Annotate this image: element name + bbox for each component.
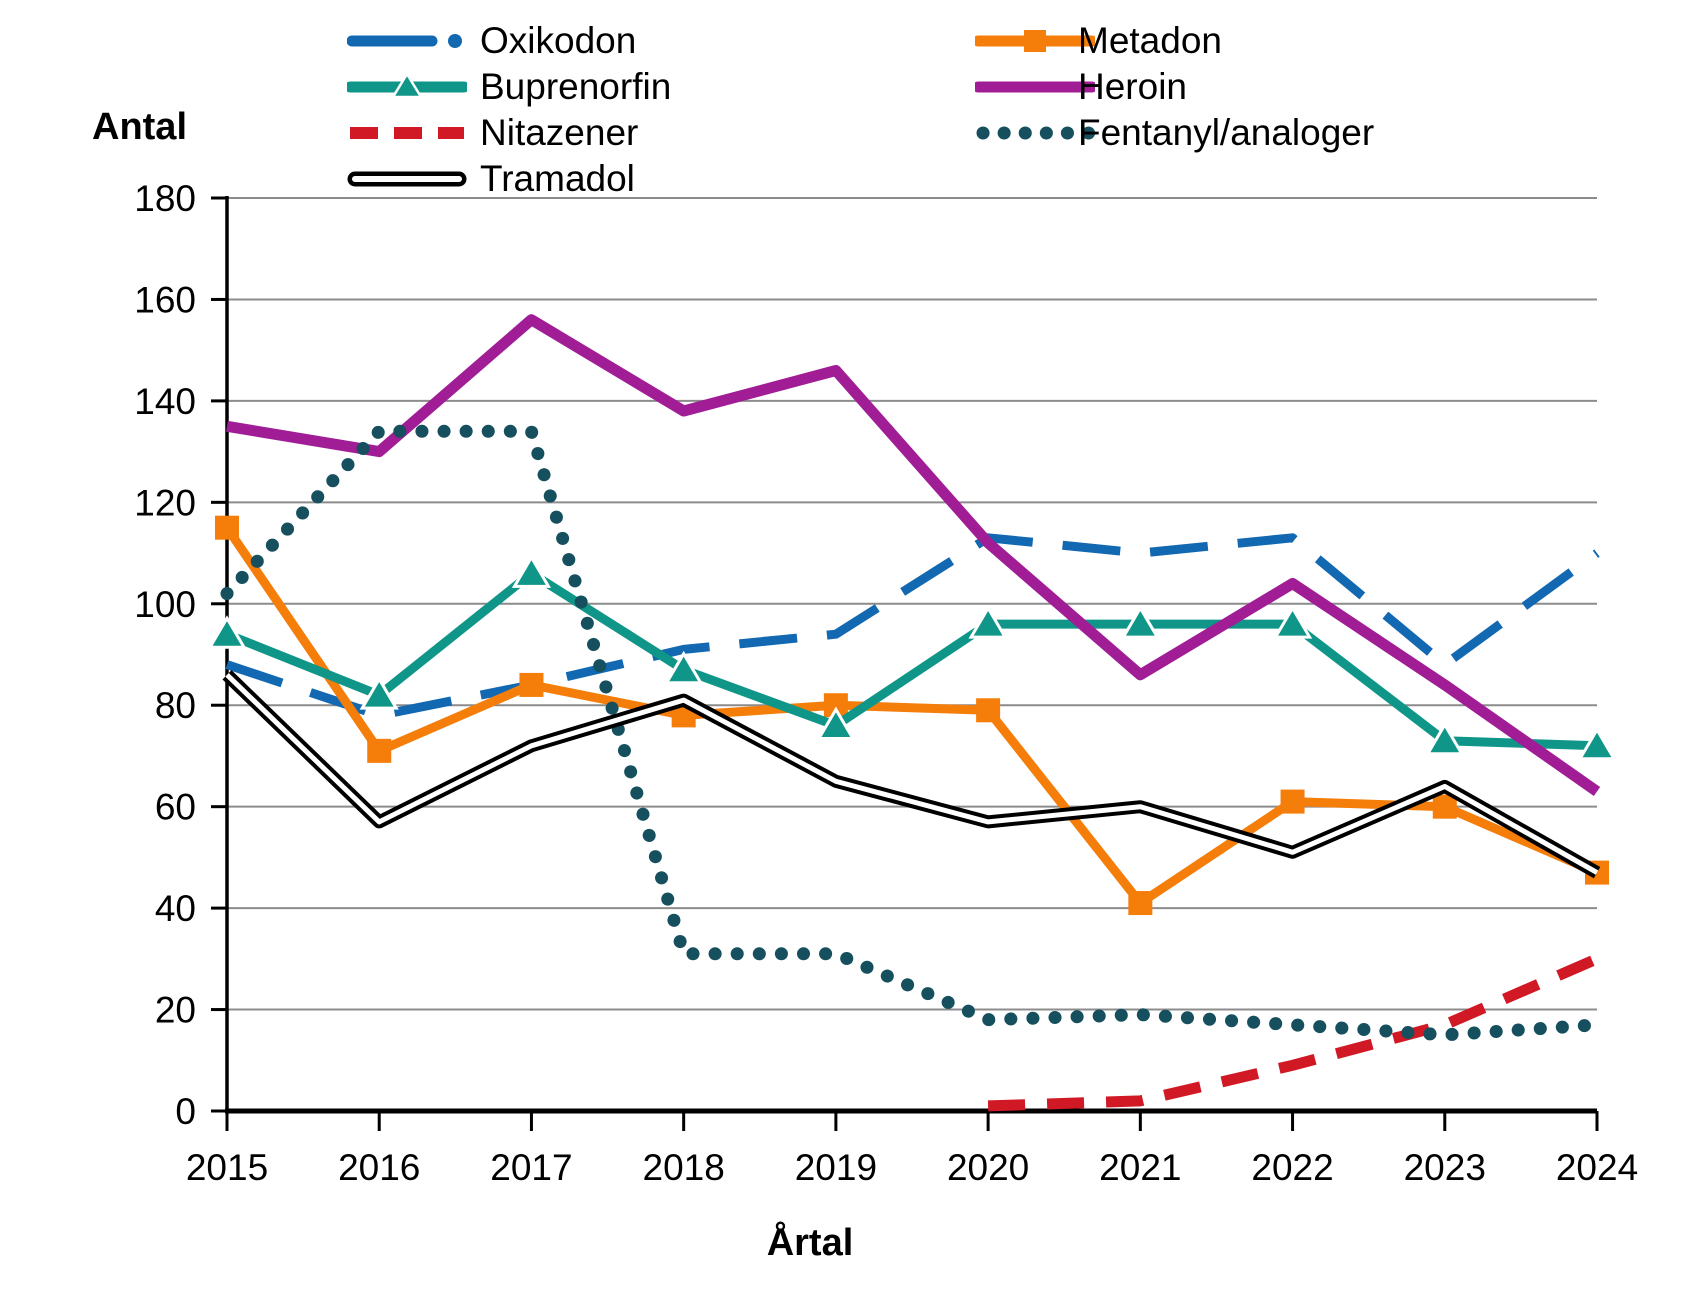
legend-item-buprenorfin: Buprenorfin: [347, 64, 671, 110]
marker-triangle-buprenorfin: [1120, 605, 1160, 639]
marker-triangle-buprenorfin: [207, 615, 247, 649]
y-tick-label: 20: [155, 990, 196, 1031]
marker-triangle-buprenorfin: [968, 605, 1008, 639]
legend-label-metadon: Metadon: [1078, 20, 1222, 61]
y-tick-label: 140: [134, 381, 196, 422]
x-tick-label: 2019: [795, 1147, 877, 1188]
legend-swatch-tramadol: [347, 171, 467, 187]
x-tick-label: 2023: [1404, 1147, 1486, 1188]
y-tick-label: 100: [134, 584, 196, 625]
y-tick-label: 80: [155, 685, 196, 726]
y-tick-label: 180: [134, 178, 196, 219]
x-tick-label: 2021: [1099, 1147, 1181, 1188]
marker-triangle-buprenorfin: [359, 676, 399, 710]
marker-square-metadon: [976, 698, 1001, 723]
legend-label-heroin: Heroin: [1078, 66, 1187, 107]
series-line-metadon: [223, 525, 1599, 908]
legend-item-nitazener: Nitazener: [347, 110, 638, 156]
y-tick-label: 160: [134, 279, 196, 320]
y-tick-label: 0: [175, 1091, 196, 1132]
x-tick-label: 2015: [186, 1147, 268, 1188]
legend-label-tramadol: Tramadol: [480, 158, 635, 199]
legend-label-fentanyl-analoger: Fentanyl/analoger: [1078, 112, 1375, 153]
series-line-buprenorfin: [225, 568, 1598, 751]
series-line-inner-tramadol: [225, 673, 1599, 875]
legend-swatch-fentanyl-analoger: [976, 126, 1095, 140]
legend-item-oxikodon: Oxikodon: [347, 18, 636, 64]
y-tick-label: 120: [134, 482, 196, 523]
legend-item-heroin: Heroin: [975, 64, 1187, 110]
marker-triangle-buprenorfin: [816, 706, 856, 741]
legend-swatch-heroin: [975, 81, 1095, 93]
marker-square-metadon: [1280, 789, 1305, 814]
series-line-oxikodon: [225, 533, 1600, 720]
x-tick-label: 2024: [1556, 1147, 1638, 1188]
marker-triangle-buprenorfin: [511, 554, 552, 588]
y-tick-label: 60: [155, 787, 196, 828]
x-tick-label: 2016: [338, 1147, 420, 1188]
marker-square-metadon: [367, 738, 392, 763]
marker-triangle-buprenorfin: [664, 650, 704, 685]
legend-swatch-oxikodon: [347, 34, 462, 48]
series-line-fentanyl-analoger: [220, 424, 1604, 1042]
marker-triangle-buprenorfin: [1272, 605, 1313, 639]
x-tick-label: 2022: [1251, 1147, 1333, 1188]
legend-item-metadon: Metadon: [975, 18, 1222, 64]
series-line-heroin: [226, 314, 1601, 797]
marker-triangle-buprenorfin: [1577, 726, 1617, 761]
x-tick-label: 2017: [490, 1147, 572, 1188]
marker-square-metadon: [519, 672, 544, 697]
legend-swatch-nitazener: [350, 127, 464, 139]
legend-swatch-buprenorfin: [347, 71, 467, 99]
legend-item-fentanyl-analoger: Fentanyl/analoger: [975, 110, 1374, 156]
marker-square-metadon: [1128, 891, 1153, 916]
legend-label-buprenorfin: Buprenorfin: [480, 66, 672, 107]
legend-label-oxikodon: Oxikodon: [480, 20, 637, 61]
y-tick-label: 40: [155, 888, 196, 929]
marker-square-metadon: [215, 515, 239, 540]
marker-square-metadon: [1432, 794, 1457, 819]
chart-legend: Oxikodon Buprenorfin Nitazener Tramadol Met…: [0, 0, 1689, 210]
x-axis-title: Årtal: [766, 1222, 854, 1264]
marker-triangle-buprenorfin: [1425, 721, 1465, 756]
legend-label-nitazener: Nitazener: [480, 112, 639, 153]
x-tick-label: 2020: [947, 1147, 1029, 1188]
x-tick-label: 2018: [643, 1147, 725, 1188]
legend-item-tramadol: Tramadol: [347, 156, 635, 202]
y-axis-title: Antal: [92, 106, 187, 148]
series-line-nitazener: [987, 953, 1600, 1112]
legend-swatch-metadon: [975, 30, 1095, 52]
